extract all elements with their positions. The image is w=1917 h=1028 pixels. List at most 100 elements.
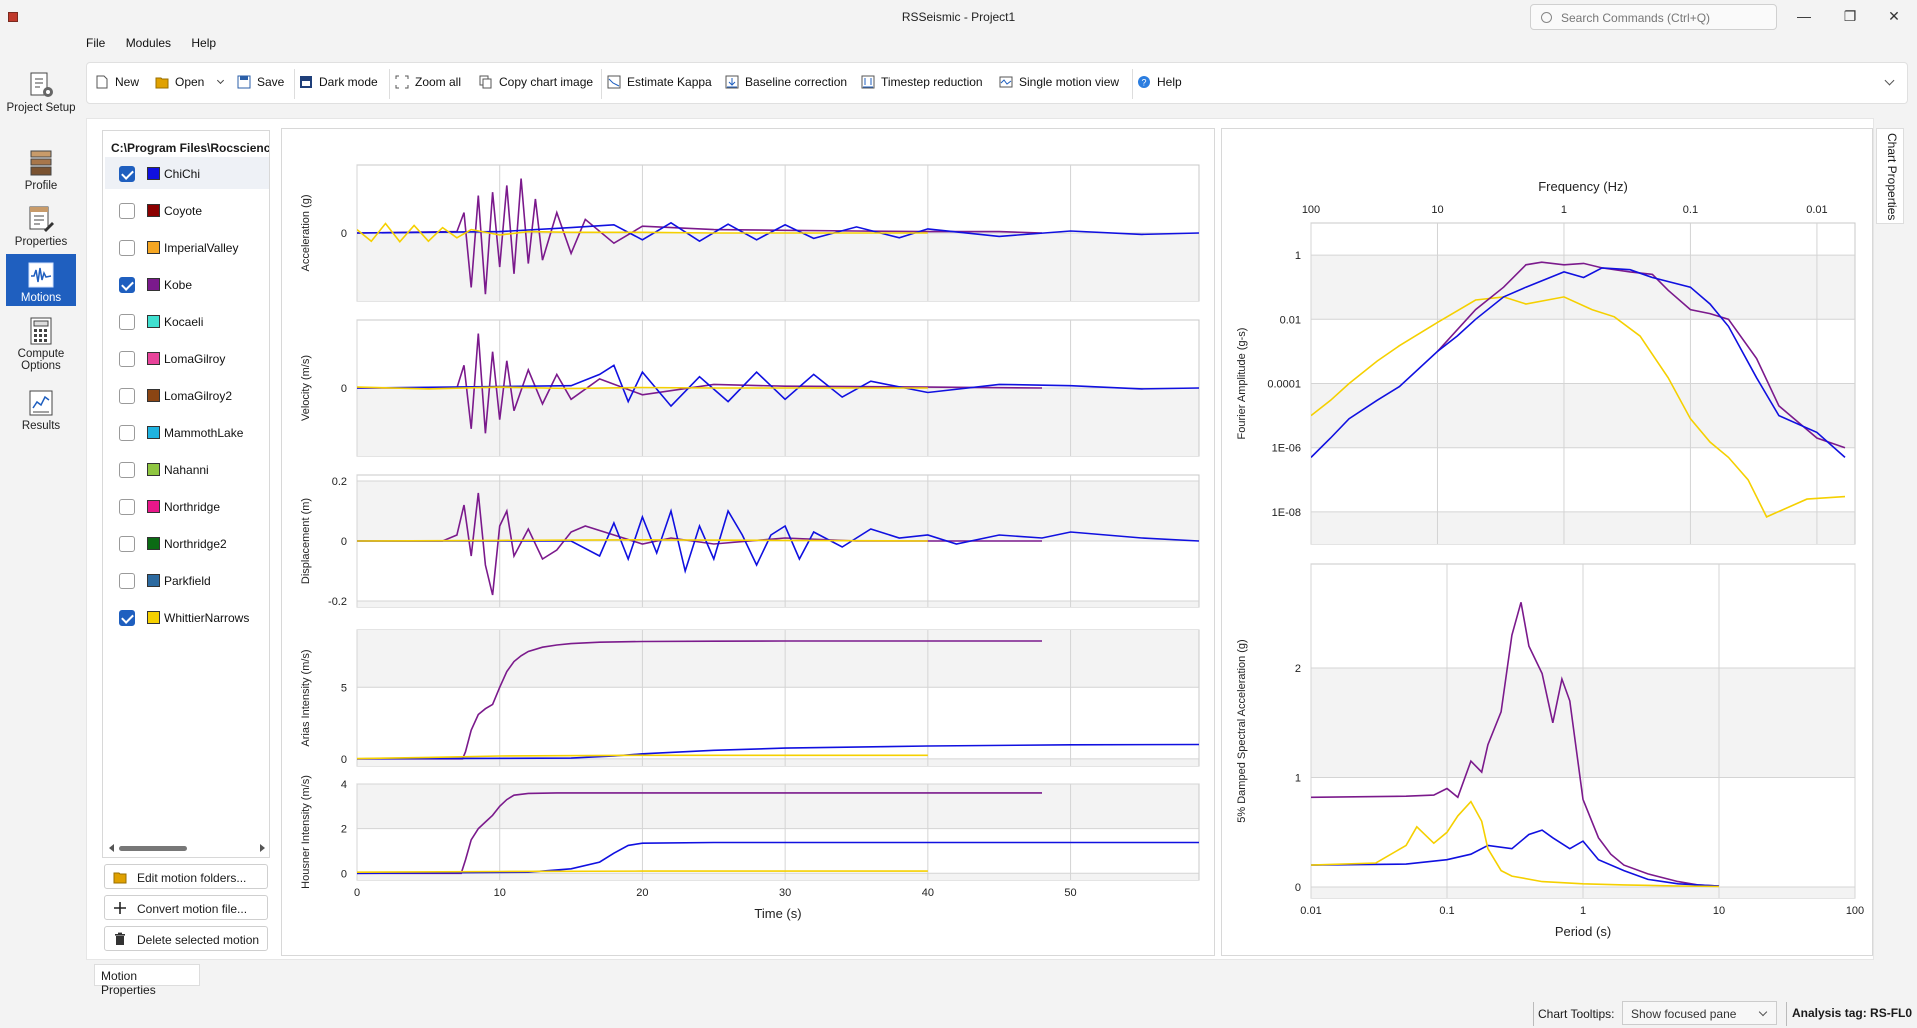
timestep-icon: [861, 75, 875, 89]
motion-item-northridge2[interactable]: Northridge2: [105, 527, 269, 559]
menu-modules[interactable]: Modules: [125, 36, 172, 50]
nav-motions[interactable]: Motions: [6, 254, 76, 306]
scroll-left-icon[interactable]: [109, 844, 114, 852]
motion-color-swatch: [147, 167, 160, 180]
plus-icon: [114, 902, 126, 914]
edit-motion-folders-button[interactable]: Edit motion folders...: [104, 864, 268, 889]
y-tick-label: 4: [341, 779, 347, 791]
restore-button[interactable]: ❐: [1843, 8, 1857, 24]
scroll-right-icon[interactable]: [260, 844, 265, 852]
nav-profile[interactable]: Profile: [6, 142, 76, 196]
results-icon: [29, 390, 53, 416]
nav-label: Compute Options: [17, 348, 65, 372]
y-tick-label: 0: [1295, 882, 1301, 894]
chart-properties-tab[interactable]: Chart Properties: [1876, 128, 1904, 224]
new-file-icon: [96, 75, 108, 89]
new-button[interactable]: New: [95, 75, 139, 95]
analysis-tag: Analysis tag: RS-FL0: [1792, 1006, 1913, 1020]
x-tick-label: 10: [494, 887, 506, 899]
baseline-correction-button[interactable]: Baseline correction: [725, 75, 847, 95]
menu-help[interactable]: Help: [191, 36, 217, 50]
nav-properties[interactable]: Properties: [6, 198, 76, 252]
motion-checkbox[interactable]: [119, 388, 135, 404]
folder-path: C:\Program Files\Rocscience\: [111, 141, 269, 155]
motion-item-kocaeli[interactable]: Kocaeli: [105, 305, 269, 337]
x-tick-label: 1: [1561, 204, 1567, 216]
motion-checkbox[interactable]: [119, 351, 135, 367]
motion-item-whittiernarrows[interactable]: WhittierNarrows: [105, 601, 269, 633]
help-label: Help: [1157, 75, 1182, 89]
x-axis-label: Frequency (Hz): [1538, 179, 1628, 194]
nav-project-setup[interactable]: Project Setup: [6, 64, 76, 136]
motion-item-chichi[interactable]: ChiChi: [105, 157, 269, 189]
delete-selected-motion-button[interactable]: Delete selected motion: [104, 926, 268, 951]
single-motion-view-button[interactable]: Single motion view: [999, 75, 1119, 95]
timestep-reduction-button[interactable]: Timestep reduction: [861, 75, 983, 95]
motion-item-lomagilroy[interactable]: LomaGilroy: [105, 342, 269, 374]
motion-item-kobe[interactable]: Kobe: [105, 268, 269, 300]
motion-checkbox[interactable]: [119, 314, 135, 330]
open-label: Open: [175, 75, 205, 89]
minimize-button[interactable]: —: [1797, 8, 1811, 24]
estimate-kappa-button[interactable]: Estimate Kappa: [607, 75, 712, 95]
trash-icon: [115, 932, 125, 945]
zoom-all-icon: [395, 75, 409, 89]
motion-checkbox[interactable]: [119, 203, 135, 219]
motion-list-panel: C:\Program Files\Rocscience\ ChiChi Coyot…: [102, 130, 270, 858]
horizontal-scrollbar[interactable]: [109, 844, 265, 852]
motion-item-mammothlake[interactable]: MammothLake: [105, 416, 269, 448]
help-button[interactable]: ? Help: [1137, 75, 1182, 95]
save-button[interactable]: Save: [237, 75, 284, 95]
motion-checkbox[interactable]: [119, 536, 135, 552]
spectra-charts[interactable]: 100 10 1 0.1 0.0110.010.00011E-061E-08Fourie…: [1222, 129, 1874, 957]
search-commands-input[interactable]: Search Commands (Ctrl+Q): [1530, 4, 1777, 30]
series-line: [357, 492, 1042, 596]
chart-tooltips-label: Chart Tooltips:: [1538, 1007, 1615, 1021]
nav-compute-options[interactable]: Compute Options: [6, 310, 76, 374]
zoom-all-button[interactable]: Zoom all: [395, 75, 461, 95]
motion-item-nahanni[interactable]: Nahanni: [105, 453, 269, 485]
motion-item-lomagilroy2[interactable]: LomaGilroy2: [105, 379, 269, 411]
motion-checkbox[interactable]: [119, 240, 135, 256]
motion-name: Northridge2: [164, 537, 227, 551]
delete-selected-motion-label: Delete selected motion: [137, 933, 260, 947]
motion-checkbox[interactable]: [119, 573, 135, 589]
toolbar-expand-chevron-icon[interactable]: [1884, 75, 1895, 86]
dark-mode-button[interactable]: Dark mode: [299, 75, 378, 95]
baseline-label: Baseline correction: [745, 75, 848, 89]
motion-item-imperialvalley[interactable]: ImperialValley: [105, 231, 269, 263]
copy-chart-button[interactable]: Copy chart image: [479, 75, 593, 95]
motion-item-parkfield[interactable]: Parkfield: [105, 564, 269, 596]
motion-color-swatch: [147, 537, 160, 550]
x-axis-label: Period (s): [1555, 924, 1611, 939]
close-button[interactable]: ✕: [1888, 8, 1900, 24]
motion-item-coyote[interactable]: Coyote: [105, 194, 269, 226]
motion-checkbox[interactable]: [119, 277, 135, 293]
y-tick-label: 5: [341, 682, 347, 694]
motion-checkbox[interactable]: [119, 610, 135, 626]
chart-tooltips-select[interactable]: Show focused pane: [1622, 1001, 1777, 1025]
x-tick-label: 0.1: [1439, 905, 1454, 917]
motion-checkbox[interactable]: [119, 462, 135, 478]
motion-checkbox[interactable]: [119, 425, 135, 441]
grid-band: [357, 873, 1199, 880]
x-tick-label: 30: [779, 887, 791, 899]
nav-results[interactable]: Results: [6, 382, 76, 436]
motion-checkbox[interactable]: [119, 166, 135, 182]
y-tick-label: 2: [1295, 663, 1301, 675]
motion-item-northridge[interactable]: Northridge: [105, 490, 269, 522]
time-series-charts[interactable]: 0 Acceleration (g) 0 Velocity (m/s) 0.2 0 -0.2…: [282, 129, 1216, 957]
chevron-down-icon[interactable]: [216, 76, 224, 85]
y-tick-label: 0.2: [332, 476, 347, 488]
convert-motion-file-button[interactable]: Convert motion file...: [104, 895, 268, 920]
motion-properties-tab[interactable]: Motion Properties: [94, 964, 200, 997]
menu-file[interactable]: File: [86, 36, 106, 50]
y-axis-label: Fourier Amplitude (g-s): [1236, 328, 1248, 440]
scroll-thumb[interactable]: [119, 846, 187, 851]
motion-checkbox[interactable]: [119, 499, 135, 515]
open-button[interactable]: Open: [155, 75, 224, 95]
y-tick-label: 0: [341, 383, 347, 395]
dark-mode-icon: [300, 76, 312, 88]
